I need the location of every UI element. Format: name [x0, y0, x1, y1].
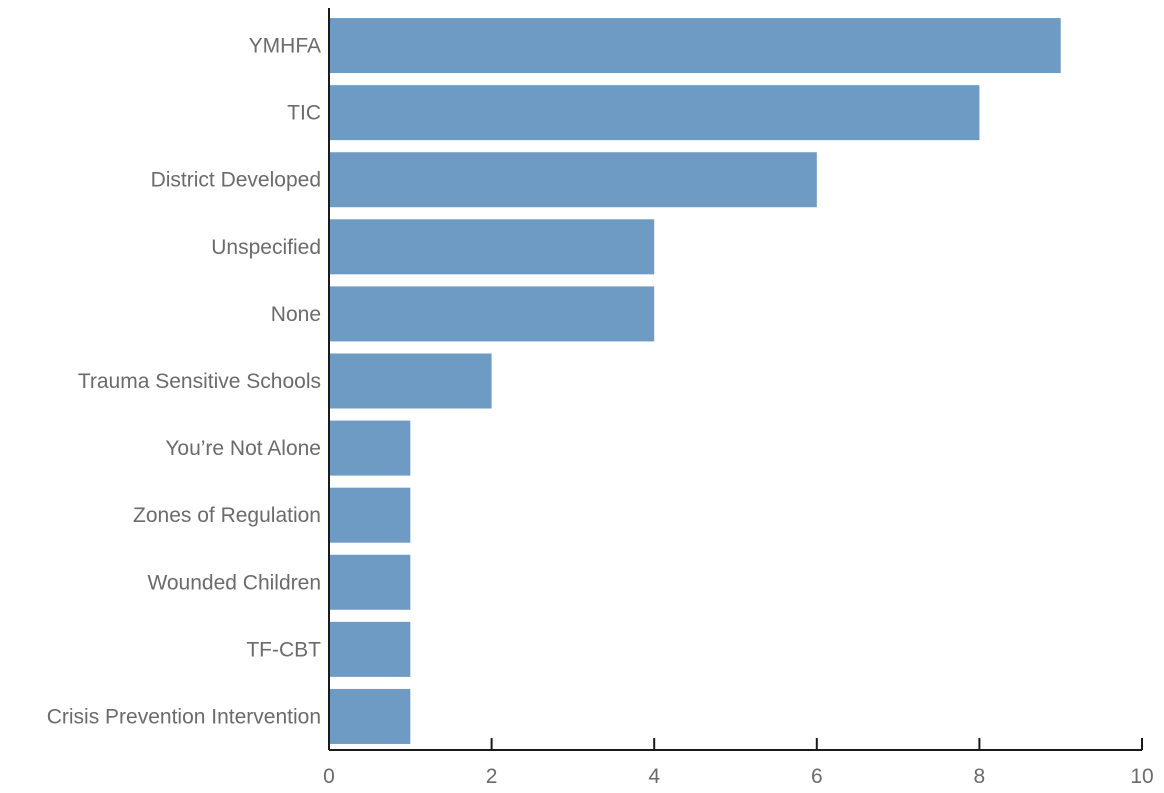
x-tick-label-1: 2 — [486, 765, 498, 788]
category-label-3: Unspecified — [211, 236, 321, 259]
bar-9 — [329, 621, 411, 677]
category-labels: YMHFA TIC District Developed Unspecified Non… — [47, 35, 321, 729]
bar-8 — [329, 554, 411, 610]
bar-1 — [329, 85, 980, 141]
x-tick-label-5: 10 — [1130, 765, 1153, 788]
bar-3 — [329, 219, 655, 275]
bar-0 — [329, 18, 1061, 74]
x-tick-label-0: 0 — [323, 765, 335, 788]
category-label-2: District Developed — [151, 169, 321, 192]
category-label-8: Wounded Children — [147, 571, 321, 594]
bar-7 — [329, 487, 411, 543]
category-label-5: Trauma Sensitive Schools — [78, 370, 321, 393]
x-tick-label-3: 6 — [811, 765, 823, 788]
category-label-1: TIC — [287, 102, 321, 125]
category-label-7: Zones of Regulation — [133, 504, 321, 527]
category-label-10: Crisis Prevention Intervention — [47, 705, 321, 728]
bar-10 — [329, 688, 411, 744]
category-label-9: TF-CBT — [246, 638, 321, 661]
bar-2 — [329, 152, 817, 208]
category-label-0: YMHFA — [249, 35, 321, 58]
x-tick-label-4: 8 — [974, 765, 986, 788]
bar-4 — [329, 286, 655, 342]
x-tick-label-2: 4 — [648, 765, 660, 788]
bars-layer — [329, 18, 1061, 744]
bar-5 — [329, 353, 492, 409]
category-label-6: You’re Not Alone — [165, 437, 321, 460]
x-axis: 0 2 4 6 8 10 — [323, 8, 1154, 788]
category-label-4: None — [271, 303, 321, 326]
bar-6 — [329, 420, 411, 476]
